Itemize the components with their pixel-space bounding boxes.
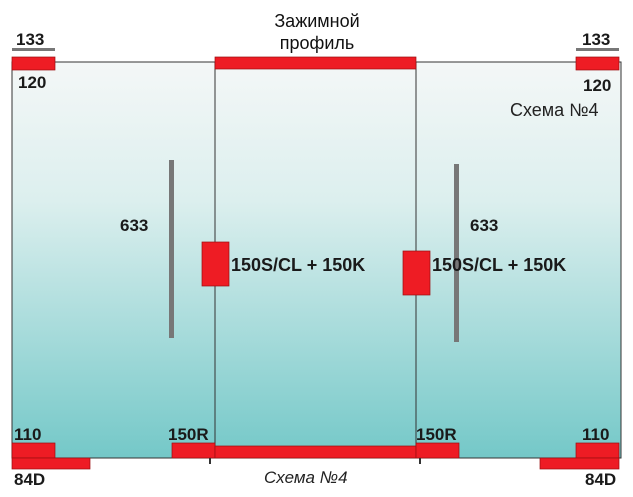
schema-caption-bottom: Схема №4: [264, 468, 348, 487]
schema-label-top: Схема №4: [510, 100, 599, 120]
label-bottom-right-patch: 110: [582, 425, 610, 444]
top-right-patch: [575, 56, 620, 71]
label-top-left-bar: 133: [16, 30, 45, 49]
glass-panel-left: [11, 61, 216, 459]
clamp-profile-top: [214, 56, 417, 70]
floor-left-fitting: [11, 457, 91, 470]
label-lock-right: 150S/CL + 150K: [432, 255, 567, 275]
label-bottom-left-patch: 110: [14, 425, 42, 444]
bottom-right-patch: [575, 442, 620, 459]
bottom-left-door-patch: [171, 442, 216, 459]
label-handle-right: 633: [470, 216, 499, 235]
handle-left: [169, 160, 174, 338]
label-top-left-patch: 120: [18, 73, 47, 92]
clamp-profile-title-line2: профиль: [279, 33, 355, 53]
lock-left: [201, 241, 230, 287]
label-top-right-bar: 133: [582, 30, 611, 49]
label-floor-right: 84D: [585, 470, 617, 489]
label-lock-left: 150S/CL + 150K: [231, 255, 366, 275]
label-top-right-patch: 120: [583, 76, 612, 95]
clamp-profile-title-line1: Зажимной: [274, 11, 360, 31]
top-left-gray-bar: [12, 48, 55, 51]
label-bottom-right-door-patch: 150R: [416, 425, 457, 444]
bottom-door-rail: [214, 445, 417, 459]
glass-panel-right: [415, 61, 622, 459]
bottom-left-patch: [11, 442, 56, 459]
top-left-patch: [11, 56, 56, 71]
top-right-gray-bar: [576, 48, 619, 51]
label-floor-left: 84D: [14, 470, 46, 489]
floor-right-fitting: [539, 457, 620, 470]
bottom-right-door-patch: [415, 442, 460, 459]
glass-door-center: [214, 61, 417, 459]
label-bottom-left-door-patch: 150R: [168, 425, 209, 444]
lock-right: [402, 250, 431, 296]
handle-right: [454, 164, 459, 342]
label-handle-left: 633: [120, 216, 149, 235]
